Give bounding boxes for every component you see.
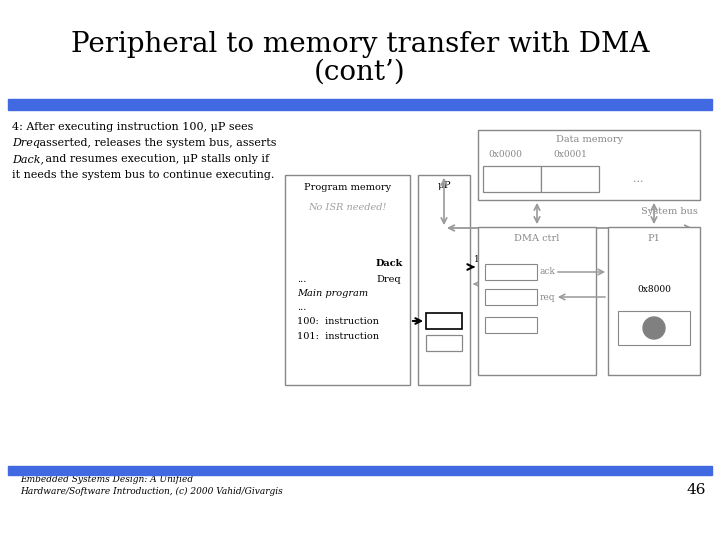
Text: ...: ... — [297, 303, 307, 312]
Bar — [8, 99, 712, 110]
Text: Dack: Dack — [376, 259, 403, 267]
Text: asserted, releases the system bus, asserts: asserted, releases the system bus, asser… — [36, 138, 276, 148]
Circle shape — [643, 317, 665, 339]
Text: PC: PC — [437, 316, 451, 326]
Text: it needs the system bus to continue executing.: it needs the system bus to continue exec… — [12, 170, 274, 180]
Text: 46: 46 — [686, 483, 706, 497]
Text: 101:  instruction: 101: instruction — [297, 332, 379, 341]
Text: 0x0001: 0x0001 — [495, 268, 526, 276]
Text: 0x0000: 0x0000 — [488, 150, 522, 159]
Bar — [485, 264, 537, 280]
Text: ...: ... — [633, 174, 643, 184]
Bar — [485, 289, 537, 305]
Bar — [618, 311, 690, 345]
Text: Program memory: Program memory — [304, 183, 391, 192]
Text: Embedded Systems Design: A Unified: Embedded Systems Design: A Unified — [20, 475, 193, 484]
Text: P1: P1 — [647, 234, 660, 243]
Bar — [483, 166, 541, 192]
Bar — [426, 335, 462, 351]
Text: No ISR needed!: No ISR needed! — [308, 203, 387, 212]
Text: (cont’): (cont’) — [314, 58, 406, 85]
Bar — [478, 227, 596, 375]
Text: 100:  instruction: 100: instruction — [297, 317, 379, 326]
Text: Hardware/Software Introduction, (c) 2000 Vahid/Givargis: Hardware/Software Introduction, (c) 2000… — [20, 487, 283, 496]
Bar — [8, 466, 712, 475]
Text: 0x0001: 0x0001 — [553, 150, 587, 159]
Bar — [285, 175, 410, 385]
Text: Data memory: Data memory — [556, 135, 623, 144]
Text: Dack,: Dack, — [12, 154, 44, 164]
Text: ...: ... — [297, 275, 307, 284]
Text: Dreq: Dreq — [376, 275, 400, 285]
Text: Dreq: Dreq — [12, 138, 40, 148]
Bar — [426, 313, 462, 329]
Text: ack: ack — [540, 267, 556, 276]
Bar — [478, 130, 700, 200]
Text: 1: 1 — [474, 254, 480, 264]
Text: and resumes execution, μP stalls only if: and resumes execution, μP stalls only if — [42, 154, 269, 164]
Bar — [418, 175, 470, 385]
Bar — [541, 166, 599, 192]
Text: μP: μP — [437, 181, 451, 190]
Text: Main program: Main program — [297, 289, 368, 298]
Text: 0x8000: 0x8000 — [637, 286, 671, 294]
Bar — [608, 227, 700, 375]
Text: System bus: System bus — [641, 207, 698, 217]
Text: 100: 100 — [435, 339, 454, 348]
Text: DMA ctrl: DMA ctrl — [514, 234, 559, 243]
Text: 4: After executing instruction 100, μP sees: 4: After executing instruction 100, μP s… — [12, 122, 253, 132]
Bar — [485, 317, 537, 333]
Text: 0x8000: 0x8000 — [495, 293, 526, 301]
Text: req: req — [540, 293, 556, 301]
Text: Peripheral to memory transfer with DMA: Peripheral to memory transfer with DMA — [71, 31, 649, 58]
